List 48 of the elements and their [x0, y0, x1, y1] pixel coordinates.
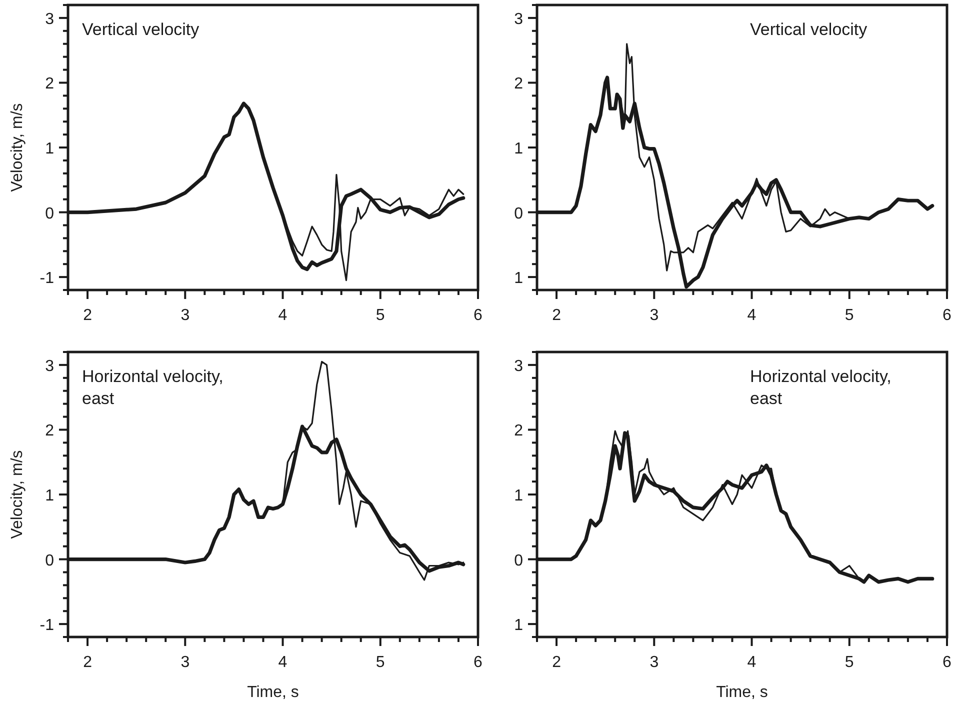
y-tick-label: 0	[45, 205, 54, 222]
y-tick-label: 1	[45, 140, 54, 158]
y-tick-label: 3	[514, 358, 524, 375]
y-tick-label: 0	[514, 205, 524, 222]
x-tick-label: 4	[747, 307, 756, 324]
y-axis-title: Velocity, m/s	[9, 450, 26, 539]
x-tick-label: 6	[942, 654, 952, 671]
y-tick-label: 3	[45, 10, 54, 28]
y-axis-title: Velocity, m/s	[9, 103, 26, 192]
y-tick-label: 2	[514, 76, 524, 93]
x-tick-label: 3	[180, 654, 190, 671]
y-tick-label: 2	[45, 422, 54, 440]
x-tick-label: 2	[83, 654, 92, 671]
x-tick-label: 3	[180, 307, 190, 324]
annotation: Vertical velocity	[750, 20, 868, 39]
y-tick-label: 0	[514, 552, 524, 570]
x-tick-label: 6	[942, 307, 952, 324]
y-tick-label: 1	[514, 140, 524, 158]
x-tick-label: 4	[278, 307, 288, 324]
x-tick-label: 5	[844, 654, 854, 671]
annotation: Vertical velocity	[82, 20, 200, 39]
annotation: Horizontal velocity, east	[82, 367, 224, 408]
y-tick-label: 1	[514, 488, 524, 504]
y-tick-label: -1	[40, 617, 54, 634]
y-tick-label: 0	[45, 552, 54, 570]
x-tick-label: 5	[376, 654, 385, 671]
x-tick-label: 2	[552, 307, 562, 324]
x-tick-label: 4	[278, 654, 288, 671]
x-tick-label: 3	[650, 307, 659, 324]
x-tick-label: 6	[474, 654, 483, 671]
annotation: Horizontal velocity, east	[750, 367, 892, 408]
x-tick-label: 5	[376, 307, 385, 324]
y-tick-label: 1	[514, 270, 524, 288]
x-tick-label: 2	[552, 654, 562, 671]
x-tick-label: 6	[474, 307, 483, 324]
x-axis-title: Time, s	[716, 684, 768, 701]
x-tick-label: 3	[650, 654, 659, 671]
y-tick-label: 2	[45, 76, 54, 93]
y-tick-label: -1	[40, 270, 54, 288]
y-tick-label: 1	[45, 488, 54, 504]
y-tick-label: 1	[514, 617, 524, 634]
y-tick-label: 3	[45, 358, 54, 375]
x-axis-title: Time, s	[247, 684, 299, 701]
x-tick-label: 5	[844, 307, 854, 324]
y-tick-label: 2	[514, 422, 524, 440]
x-tick-label: 2	[83, 307, 92, 324]
x-tick-label: 4	[747, 654, 756, 671]
y-tick-label: 3	[514, 10, 524, 28]
